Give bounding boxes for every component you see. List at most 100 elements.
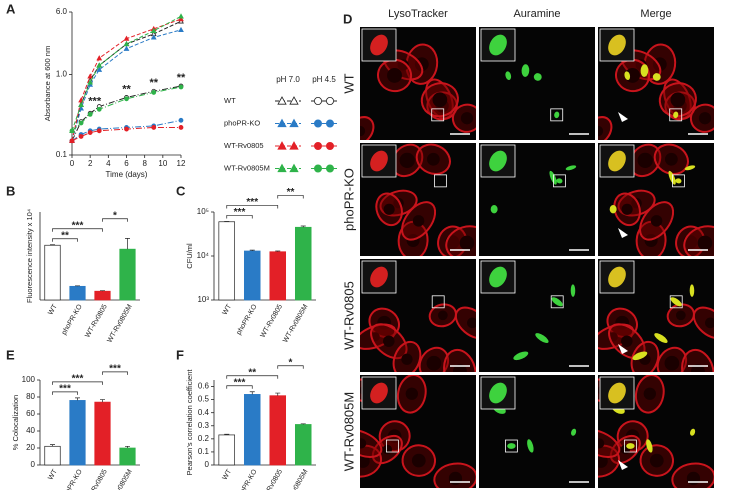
legend-marker [277,163,287,173]
point-marker [87,73,94,79]
legend-marker [289,118,299,128]
nucleus [360,125,366,137]
point-marker [151,90,157,95]
y-tick-label: 0.5 [198,395,210,404]
bar [69,285,86,301]
legend-label: WT-Rv0805 [224,141,264,150]
roi-box [669,295,683,309]
bacterium [521,64,530,77]
bar [94,290,111,301]
legend-label: WT [224,96,236,105]
point-marker [123,35,130,41]
bacterium [675,178,682,184]
bacterium [640,64,649,77]
y-tick-label: 10⁴ [197,251,210,260]
legend-marker [277,96,287,105]
point-marker [87,79,94,85]
significance-bracket [226,215,253,219]
significance-bracket [102,218,128,222]
legend-header: pH 7.0 [276,75,300,84]
bacterium [689,284,695,297]
legend-marker [313,141,322,150]
arrowhead [618,228,628,238]
y-tick-label: 10⁵ [197,207,209,216]
nucleus [412,215,425,227]
x-tick-label: WT [47,303,59,317]
bar [44,445,61,466]
inset [599,144,635,178]
bacterium [565,165,577,171]
row-label: WT [341,73,356,93]
point-marker [178,117,184,123]
nucleus [432,92,448,108]
legend-marker [277,141,287,150]
legend-marker [277,118,287,128]
error-bar [50,444,55,447]
inset-content [608,34,626,56]
y-tick-label: 0.3 [198,421,210,430]
y-axis-label: Fluorescence intensity x 10⁴ [25,209,34,303]
bar [294,424,312,466]
bacterium [609,205,617,214]
micrograph [598,27,714,140]
micrograph [479,143,595,256]
bacterium [556,178,563,184]
x-tick-label: WT [222,303,234,317]
point-marker [151,125,157,130]
point-marker [123,40,130,47]
significance-label: *** [234,377,246,388]
bar [218,434,236,466]
bacterium [551,297,563,307]
legend-marker [313,97,322,106]
bar [119,248,136,301]
point-marker [178,13,184,19]
nucleus [675,310,686,321]
point-marker [78,134,84,139]
significance-label: ** [248,367,256,378]
x-tick-label: WT-Rv0805M [282,303,310,344]
x-axis-label: Time (days) [106,170,148,179]
micrograph [479,27,595,140]
point-marker [124,96,129,102]
inset-content [489,34,507,56]
y-tick-label: 80 [26,392,35,401]
roi-box [550,108,564,122]
nucleus [399,152,415,168]
y-tick-label: 1.0 [56,70,68,79]
annotation: ** [122,83,131,95]
annotation: *** [88,96,102,108]
nucleus [387,67,402,83]
nucleus [360,438,367,449]
roi-box [385,439,399,453]
error-bar [75,397,80,401]
inset-content [370,34,388,56]
x-tick-label: WT [47,468,59,482]
significance-label: ** [61,230,69,241]
bacterium [533,73,542,81]
column-header: Auramine [513,8,560,20]
nucleus [406,234,420,248]
legend-marker [289,141,299,150]
point-marker [96,55,103,61]
bacterium [690,428,696,436]
x-tick-label: WT-Rv0805 [84,468,109,490]
roi-box [672,174,685,188]
x-tick-label: WT [222,468,234,482]
nucleus [459,235,475,251]
annotation: ** [177,72,186,84]
point-marker [69,128,75,134]
panel-label: B [6,183,15,198]
legend-label: phoPR-KO [224,118,260,127]
legend-marker [313,119,322,128]
nucleus [383,335,395,347]
nucleus [697,235,713,251]
nucleus [650,215,663,227]
y-tick-label: 6.0 [56,7,68,16]
inset-content [608,382,626,404]
point-marker [96,66,103,72]
y-tick-label: 0.6 [198,382,210,391]
bacterium [571,428,577,436]
nucleus [467,317,476,329]
point-marker [87,111,93,117]
arrowhead [618,344,628,354]
